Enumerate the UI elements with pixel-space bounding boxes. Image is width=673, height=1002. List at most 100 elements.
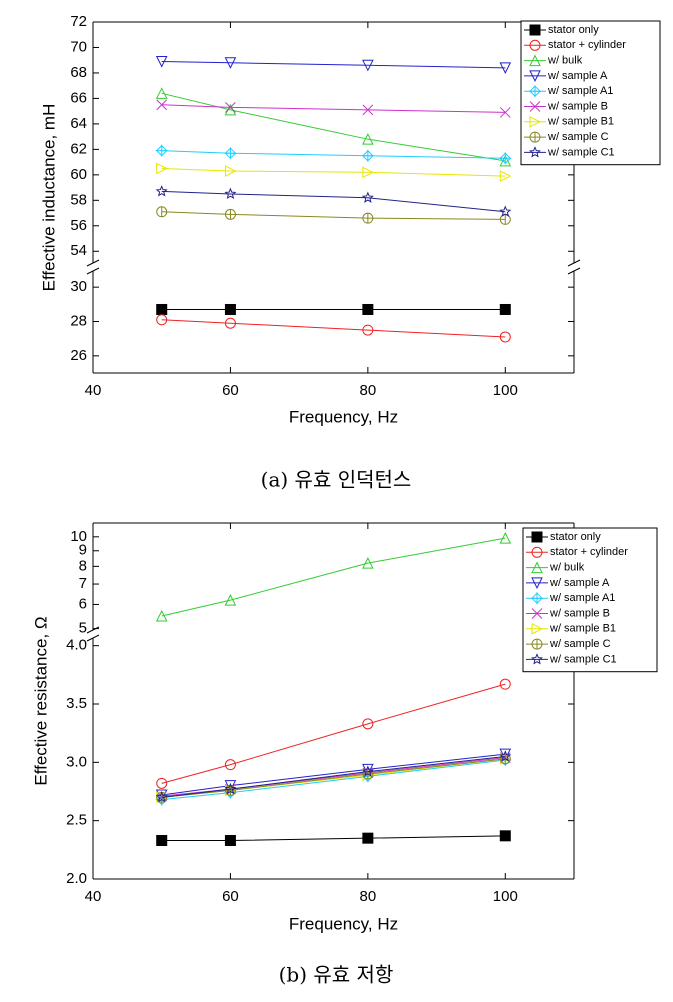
y-tick-label: 2.5: [66, 812, 87, 829]
series-line: [161, 190, 506, 213]
legend-label: w/ bulk: [549, 562, 585, 574]
marker: [362, 556, 374, 569]
x-tick-label: 100: [493, 382, 518, 399]
marker: [529, 24, 541, 36]
marker: [361, 149, 374, 162]
marker: [155, 144, 168, 157]
series-line: [161, 757, 506, 797]
series: [155, 185, 512, 217]
x-tick-label: 80: [360, 888, 377, 905]
y-tick-label: 70: [70, 38, 87, 55]
marker: [362, 718, 374, 730]
x-axis-label: Frequency, Hz: [289, 407, 398, 426]
legend-label: w/ sample A1: [549, 592, 615, 604]
marker: [362, 166, 374, 179]
caption: (b) 유효 저항: [279, 963, 394, 987]
x-axis-label: Frequency, Hz: [289, 914, 398, 933]
series: [155, 144, 512, 165]
series-line: [161, 835, 506, 841]
marker: [156, 303, 168, 315]
caption: (a) 유효 인덕턴스: [261, 468, 412, 492]
legend-label: w/ sample C: [547, 131, 609, 143]
series: [155, 87, 512, 167]
series-line: [161, 759, 506, 801]
marker: [529, 115, 542, 128]
y-tick-label: 2.0: [66, 870, 87, 887]
legend-label: stator only: [550, 531, 601, 543]
marker: [362, 212, 374, 224]
axis-break: [86, 259, 100, 275]
y-tick-label: 72: [70, 13, 87, 30]
y-tick-label: 3.5: [66, 695, 87, 712]
marker: [531, 622, 544, 635]
y-axis-label: Effective resistance, Ω: [31, 616, 50, 785]
marker: [156, 206, 168, 218]
marker: [224, 759, 236, 771]
marker: [155, 87, 168, 99]
marker: [156, 314, 168, 326]
marker: [529, 85, 541, 98]
legend-label: stator only: [548, 24, 599, 36]
legend-label: stator + cylinder: [548, 39, 626, 51]
y-tick-label: 3.0: [66, 753, 87, 770]
series: [155, 750, 512, 803]
x-tick-label: 40: [85, 382, 102, 399]
marker: [531, 638, 543, 650]
series-line: [161, 758, 506, 798]
marker: [499, 532, 512, 544]
axis-break: [567, 259, 581, 275]
y-tick-label: 10: [70, 528, 87, 545]
marker: [529, 39, 541, 51]
marker: [155, 791, 168, 803]
marker: [224, 317, 236, 329]
marker: [531, 608, 543, 619]
legend-label: w/ sample B1: [549, 623, 616, 635]
marker: [155, 789, 168, 802]
marker: [499, 62, 512, 74]
y-tick-label: 54: [70, 242, 87, 259]
x-tick-label: 100: [493, 888, 518, 905]
y-tick-label: 30: [70, 278, 87, 295]
marker: [499, 830, 511, 842]
marker: [499, 205, 512, 217]
y-tick-label: 28: [70, 312, 87, 329]
marker: [224, 165, 237, 177]
marker: [224, 784, 236, 796]
marker: [531, 546, 543, 558]
marker: [499, 170, 512, 182]
marker: [531, 531, 543, 543]
x-tick-label: 40: [85, 888, 102, 905]
y-tick-label: 4.0: [66, 637, 87, 654]
marker: [529, 131, 541, 143]
marker: [531, 577, 543, 590]
y-tick-label: 56: [70, 217, 87, 234]
y-tick-label: 7: [79, 575, 87, 592]
marker: [224, 147, 237, 160]
series: [156, 303, 511, 315]
y-tick-label: 64: [70, 115, 87, 132]
marker: [156, 99, 168, 111]
marker: [224, 303, 236, 315]
marker: [224, 187, 237, 200]
marker: [529, 70, 541, 83]
series-line: [161, 167, 506, 177]
series: [156, 206, 511, 225]
marker: [499, 303, 511, 315]
series-line: [161, 537, 506, 617]
marker: [362, 324, 374, 336]
marker: [224, 57, 237, 69]
series: [156, 830, 511, 846]
marker: [531, 592, 543, 605]
marker: [224, 208, 236, 220]
y-tick-label: 68: [70, 64, 87, 81]
y-tick-label: 62: [70, 140, 87, 157]
series: [156, 99, 511, 118]
y-axis-label: Effective inductance, mH: [39, 104, 58, 292]
marker: [156, 835, 168, 846]
series: [156, 314, 511, 343]
y-tick-label: 66: [70, 89, 87, 106]
marker: [361, 765, 374, 777]
legend-label: w/ sample A1: [547, 85, 613, 97]
x-tick-label: 80: [360, 382, 377, 399]
